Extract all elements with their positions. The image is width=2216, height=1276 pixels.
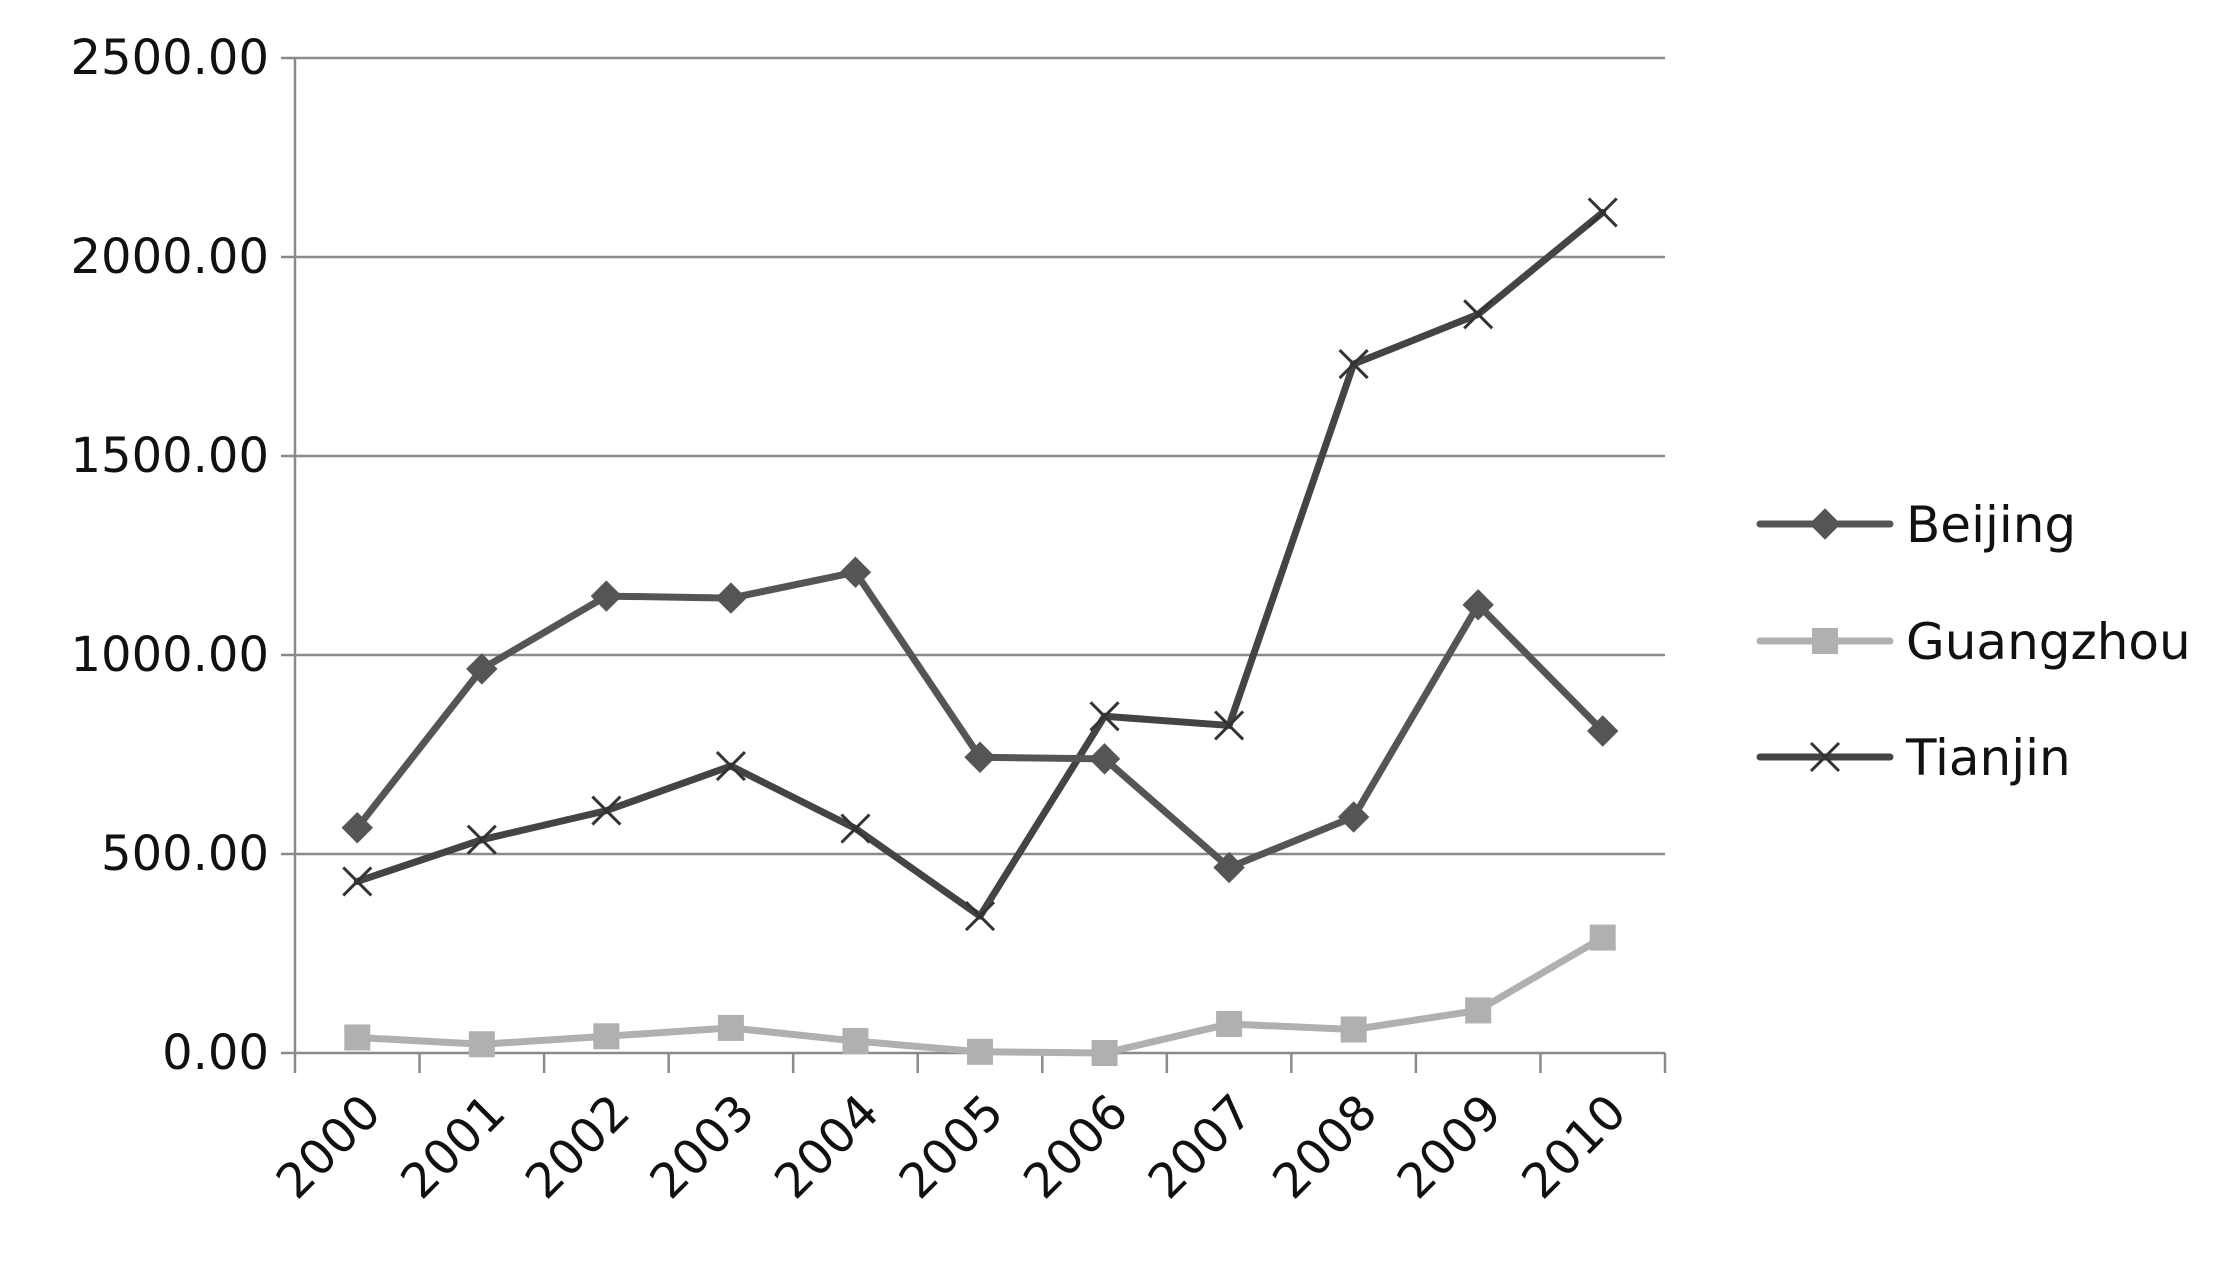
y-tick-label: 2500.00 bbox=[71, 30, 270, 86]
y-tick-label: 0.00 bbox=[162, 1025, 269, 1081]
series-line bbox=[353, 934, 1607, 1057]
square-marker bbox=[717, 1014, 744, 1041]
square-marker bbox=[1091, 1040, 1118, 1066]
diamond-marker bbox=[1337, 801, 1370, 833]
series-lines bbox=[341, 197, 1619, 1066]
x-tick-label: 2009 bbox=[1387, 1084, 1513, 1210]
square-marker bbox=[344, 1024, 371, 1051]
square-marker bbox=[1216, 1010, 1243, 1037]
diamond-marker bbox=[466, 653, 498, 685]
x-tick-label: 2000 bbox=[266, 1084, 392, 1210]
x-marker bbox=[591, 795, 622, 826]
diamond-marker bbox=[1088, 743, 1121, 775]
x-marker bbox=[466, 824, 497, 855]
x-marker bbox=[715, 750, 746, 782]
legend: Beijing Guangzhou Tianjin bbox=[1756, 496, 2191, 787]
diamond-marker bbox=[839, 556, 872, 588]
x-marker bbox=[1587, 197, 1618, 228]
x-tick-label: 2007 bbox=[1138, 1084, 1264, 1210]
legend-label: Guangzhou bbox=[1906, 613, 2191, 671]
square-marker bbox=[1340, 1016, 1367, 1043]
series-tianjin bbox=[342, 197, 1618, 932]
diamond-marker bbox=[1809, 508, 1841, 540]
x-tick-label: 2003 bbox=[639, 1084, 765, 1210]
x-marker bbox=[1214, 710, 1245, 741]
x-marker bbox=[1338, 349, 1369, 380]
square-marker bbox=[1465, 997, 1492, 1024]
x-tick-label: 2002 bbox=[515, 1084, 641, 1210]
square-marker bbox=[842, 1028, 869, 1055]
diamond-marker bbox=[964, 741, 996, 773]
square-marker bbox=[967, 1038, 993, 1065]
x-marker bbox=[1809, 741, 1841, 773]
x-tick-label: 2008 bbox=[1262, 1084, 1388, 1210]
series-guangzhou bbox=[344, 924, 1616, 1066]
diamond-marker bbox=[1587, 715, 1619, 747]
legend-item-tianjin: Tianjin bbox=[1756, 729, 2071, 787]
x-tick-label: 2010 bbox=[1511, 1084, 1637, 1210]
x-marker bbox=[342, 866, 373, 897]
square-marker bbox=[1812, 628, 1838, 654]
x-tick-label: 2001 bbox=[390, 1084, 516, 1210]
legend-item-guangzhou: Guangzhou bbox=[1756, 613, 2191, 671]
diamond-marker bbox=[590, 580, 623, 612]
x-marker bbox=[1463, 299, 1494, 330]
y-tick-label: 500.00 bbox=[101, 826, 269, 882]
y-tick-label: 1500.00 bbox=[71, 428, 270, 484]
square-marker bbox=[1589, 924, 1616, 951]
square-marker bbox=[593, 1023, 620, 1050]
diamond-marker bbox=[1462, 589, 1494, 621]
y-tick-label: 1000.00 bbox=[71, 627, 270, 683]
y-axis-tick-labels: 0.00 500.00 1000.00 1500.00 2000.00 2500.00 bbox=[71, 30, 270, 1081]
legend-item-beijing: Beijing bbox=[1756, 496, 2076, 554]
legend-label: Tianjin bbox=[1905, 729, 2071, 787]
series-beijing bbox=[341, 556, 1619, 884]
x-tick-label: 2006 bbox=[1013, 1084, 1139, 1210]
x-marker bbox=[964, 901, 996, 932]
x-axis-tick-labels: 2000200120022003200420052006200720082009… bbox=[266, 1084, 1637, 1210]
y-tick-label: 2000.00 bbox=[71, 229, 270, 285]
x-tick-label: 2005 bbox=[889, 1084, 1015, 1210]
x-tick-label: 2004 bbox=[764, 1084, 890, 1210]
x-marker bbox=[1089, 701, 1120, 732]
series-line bbox=[353, 208, 1607, 920]
diamond-marker bbox=[715, 582, 747, 614]
gridlines bbox=[295, 56, 1665, 856]
diamond-marker bbox=[341, 812, 373, 844]
square-marker bbox=[468, 1031, 495, 1058]
diamond-marker bbox=[1213, 851, 1245, 884]
legend-label: Beijing bbox=[1906, 496, 2076, 554]
x-marker bbox=[840, 813, 871, 844]
axes bbox=[281, 56, 1667, 1073]
